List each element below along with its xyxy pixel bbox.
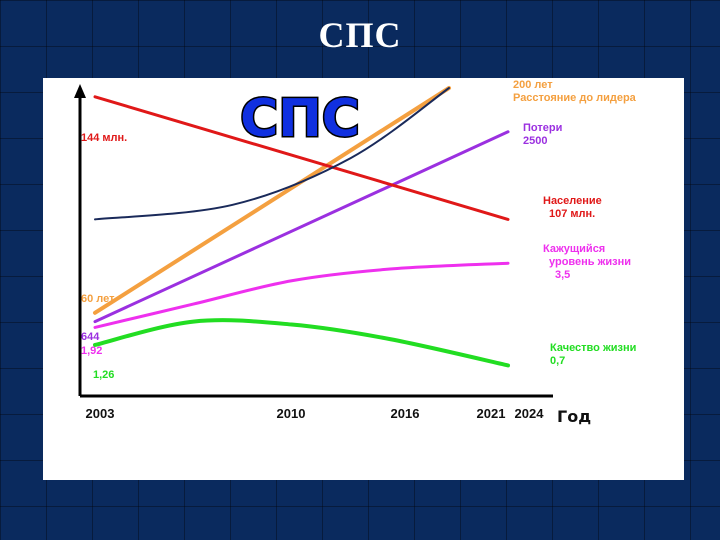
- x-tick-label: 2010: [277, 406, 306, 421]
- series-end-label-1: Потери 2500: [523, 122, 562, 147]
- series-line-2: [93, 95, 510, 221]
- series-line-0: [93, 86, 451, 315]
- chart-panel: СПС Год 2003 2010 2016 2021 2024 60 лет 200 л…: [43, 78, 684, 480]
- series-start-label-2: 144 млн.: [81, 132, 127, 144]
- chart-svg: СПС Год 2003 2010 2016 2021 2024 60 лет 200 л…: [74, 79, 637, 426]
- series-start-label-1: 644: [81, 331, 100, 343]
- x-tick-label: 2016: [391, 406, 420, 421]
- x-tick-label: 2003: [86, 406, 115, 421]
- chart-title: СПС: [240, 89, 360, 149]
- series-line-5: [94, 87, 450, 221]
- series-start-label-4: 1,26: [93, 369, 114, 381]
- series-end-label-4: Качество жизни 0,7: [550, 342, 636, 367]
- x-tick-label: 2021: [477, 406, 506, 421]
- series-line-3: [93, 261, 510, 329]
- series-line-1: [93, 130, 510, 324]
- x-axis-title: Год: [557, 407, 591, 426]
- series-start-label-0: 60 лет: [81, 293, 115, 305]
- y-axis-arrow: [74, 84, 86, 98]
- slide-title: СПС: [318, 15, 402, 55]
- series-end-label-3: Кажущийся уровень жизни 3,5: [543, 243, 631, 281]
- x-tick-label: 2024: [515, 406, 545, 421]
- series-end-label-0: 200 лет Расстояние до лидера: [513, 79, 637, 104]
- series-start-label-3: 1,92: [81, 345, 102, 357]
- series-line-4: [93, 318, 510, 368]
- series-end-label-2: Население 107 млн.: [543, 195, 602, 220]
